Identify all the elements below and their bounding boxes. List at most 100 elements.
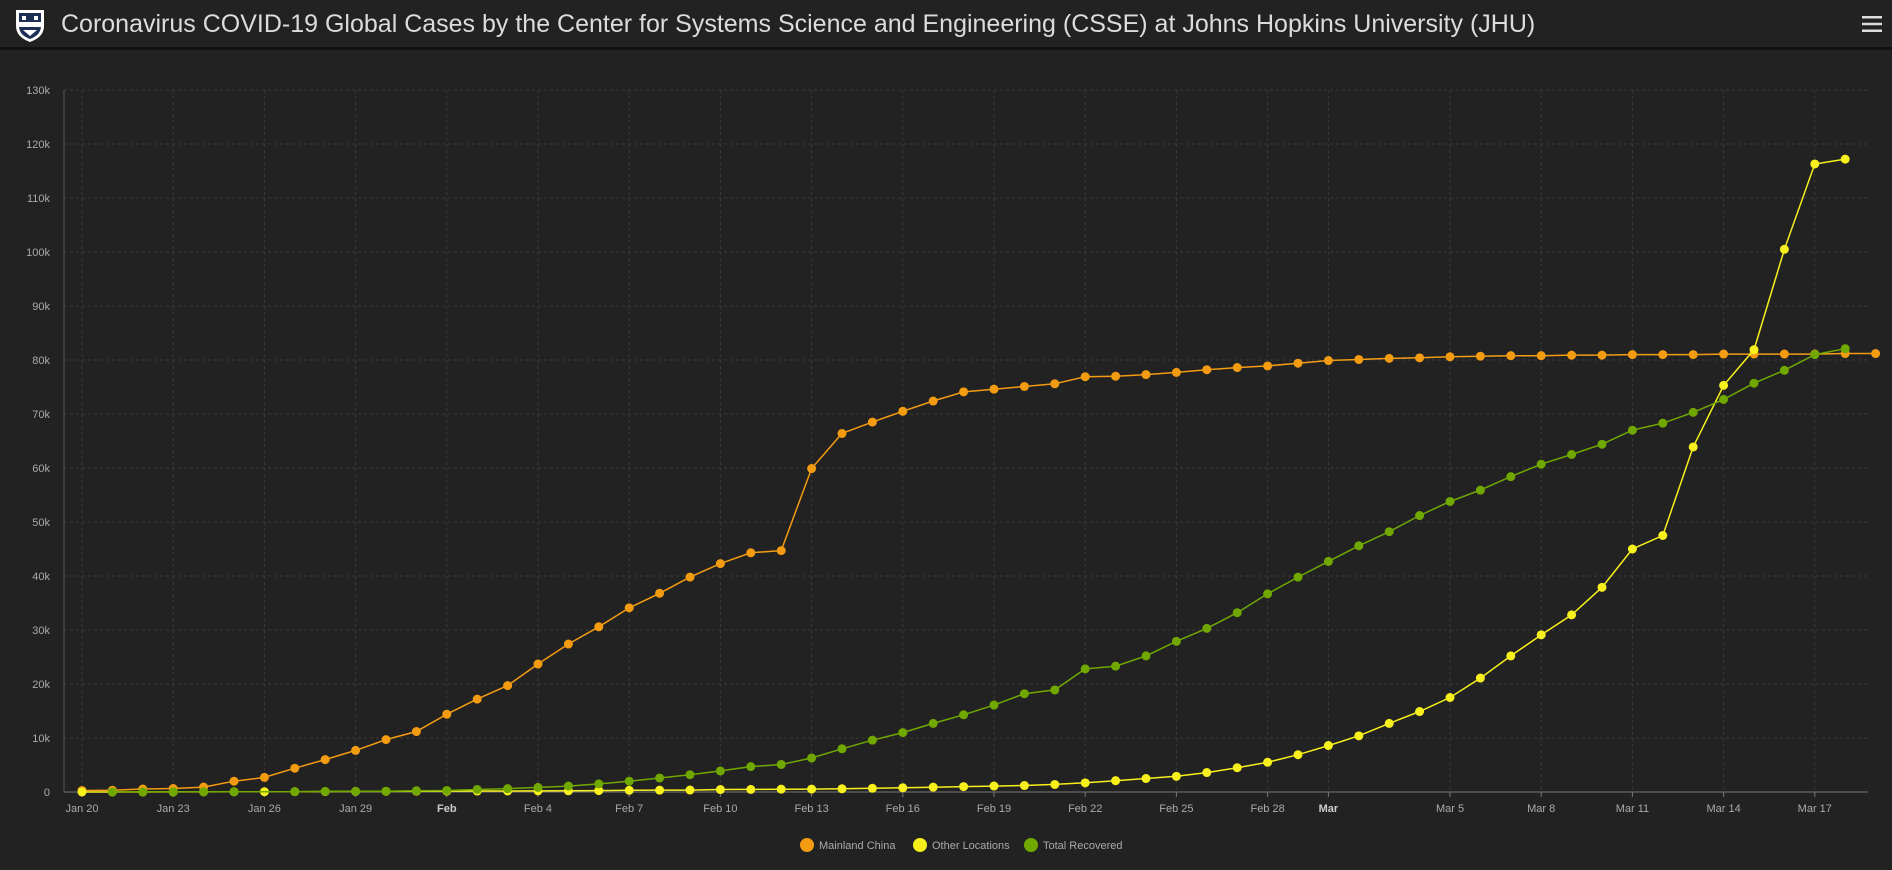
data-point-other-locations <box>837 784 847 794</box>
data-point-total-recovered <box>1536 459 1546 469</box>
data-point-other-locations <box>1384 718 1394 728</box>
x-tick-label: Feb 16 <box>886 803 920 815</box>
data-point-total-recovered <box>1354 541 1364 551</box>
data-point-total-recovered <box>624 776 634 786</box>
data-point-total-recovered <box>107 787 117 797</box>
data-point-other-locations <box>1293 750 1303 760</box>
data-point-other-locations <box>685 785 695 795</box>
data-point-mainland-china <box>989 384 999 394</box>
data-point-other-locations <box>1749 345 1759 355</box>
data-point-other-locations <box>624 785 634 795</box>
page-title: Coronavirus COVID-19 Global Cases by the… <box>61 10 1536 38</box>
data-point-total-recovered <box>1445 496 1455 506</box>
data-point-mainland-china <box>1719 349 1729 359</box>
data-point-total-recovered <box>837 744 847 754</box>
data-point-mainland-china <box>1232 363 1242 373</box>
data-point-other-locations <box>928 782 938 792</box>
data-point-other-locations <box>1202 768 1212 778</box>
data-point-mainland-china <box>472 694 482 704</box>
data-point-total-recovered <box>1719 394 1729 404</box>
data-point-total-recovered <box>1111 661 1121 671</box>
data-point-total-recovered <box>1232 608 1242 618</box>
data-point-other-locations <box>1536 630 1546 640</box>
series-line-other-locations <box>82 158 1846 793</box>
data-point-total-recovered <box>1202 623 1212 633</box>
y-tick-label: 40k <box>32 571 50 583</box>
legend-label: Mainland China <box>819 840 896 852</box>
data-point-total-recovered <box>229 787 239 797</box>
data-point-total-recovered <box>1080 664 1090 674</box>
y-tick-label: 110k <box>27 193 51 205</box>
data-point-other-locations <box>1475 673 1485 683</box>
data-point-total-recovered <box>1567 450 1577 459</box>
data-point-total-recovered <box>715 766 725 776</box>
y-tick-label: 50k <box>32 517 50 529</box>
data-point-mainland-china <box>1597 350 1607 360</box>
data-point-mainland-china <box>1111 371 1121 381</box>
data-point-total-recovered <box>867 735 877 745</box>
data-point-other-locations <box>1688 442 1698 452</box>
x-tick-label: Feb 22 <box>1068 803 1102 815</box>
y-tick-label: 70k <box>32 409 50 421</box>
data-point-total-recovered <box>1810 350 1820 360</box>
hamburger-menu-icon[interactable] <box>1860 12 1884 36</box>
x-tick-label: Mar 8 <box>1527 803 1555 815</box>
x-tick-label: Jan 23 <box>157 803 190 815</box>
cases-line-chart: 0 10k 20k 30k 40k 50k 60k 70k 80k 90k 100k 110k 120k… <box>26 85 1881 852</box>
data-point-other-locations <box>1080 778 1090 788</box>
data-point-total-recovered <box>411 786 421 796</box>
data-point-mainland-china <box>1567 350 1577 360</box>
y-tick-label: 20k <box>32 679 50 691</box>
y-tick-label: 10k <box>32 733 50 745</box>
data-point-mainland-china <box>1779 349 1789 359</box>
data-point-other-locations <box>898 783 908 793</box>
data-point-other-locations <box>867 783 877 793</box>
x-tick-label: Mar 11 <box>1616 803 1649 815</box>
x-tick-label: Jan 20 <box>65 803 98 815</box>
x-tick-label: Feb <box>437 803 457 815</box>
app-header: Coronavirus COVID-19 Global Cases by the… <box>0 0 1892 50</box>
data-point-total-recovered <box>746 762 756 772</box>
data-point-total-recovered <box>351 786 361 796</box>
data-point-total-recovered <box>503 784 513 794</box>
data-point-total-recovered <box>1475 485 1485 495</box>
data-point-mainland-china <box>837 428 847 438</box>
data-point-other-locations <box>715 785 725 795</box>
data-point-other-locations <box>1050 779 1060 789</box>
data-point-total-recovered <box>1384 527 1394 537</box>
data-point-mainland-china <box>1323 356 1333 366</box>
data-point-mainland-china <box>1627 350 1637 360</box>
data-point-total-recovered <box>290 787 300 797</box>
data-point-other-locations <box>807 784 817 794</box>
data-point-total-recovered <box>1658 418 1668 428</box>
x-tick-label: Mar 14 <box>1706 803 1740 815</box>
data-point-other-locations <box>1597 582 1607 592</box>
data-point-mainland-china <box>807 464 817 474</box>
legend-item-other-locations[interactable]: Other Locations <box>913 838 1010 852</box>
data-point-total-recovered <box>199 787 209 797</box>
data-point-other-locations <box>1567 610 1577 620</box>
data-point-mainland-china <box>1658 350 1668 360</box>
data-point-other-locations <box>1171 771 1181 781</box>
x-tick-label: Jan 29 <box>339 803 372 815</box>
data-point-other-locations <box>1415 707 1425 717</box>
series-line-mainland-china <box>81 352 1876 792</box>
legend-swatch <box>913 838 927 852</box>
data-point-mainland-china <box>1354 354 1364 364</box>
data-point-total-recovered <box>1627 425 1637 435</box>
x-tick-label: Feb 25 <box>1159 803 1193 815</box>
data-point-mainland-china <box>1475 351 1485 361</box>
x-tick-label: Feb 19 <box>977 803 1011 815</box>
legend-swatch <box>1024 838 1038 852</box>
data-point-total-recovered <box>1597 439 1607 449</box>
data-point-mainland-china <box>1141 370 1151 380</box>
data-point-other-locations <box>1719 380 1729 390</box>
data-point-total-recovered <box>898 728 908 738</box>
data-point-mainland-china <box>351 745 361 755</box>
data-point-total-recovered <box>1141 651 1151 661</box>
data-point-mainland-china <box>1080 372 1090 382</box>
legend-item-total-recovered[interactable]: Total Recovered <box>1024 838 1123 852</box>
legend-label: Other Locations <box>932 840 1010 852</box>
legend-item-mainland-china[interactable]: Mainland China <box>800 838 896 852</box>
data-point-total-recovered <box>1019 689 1029 699</box>
